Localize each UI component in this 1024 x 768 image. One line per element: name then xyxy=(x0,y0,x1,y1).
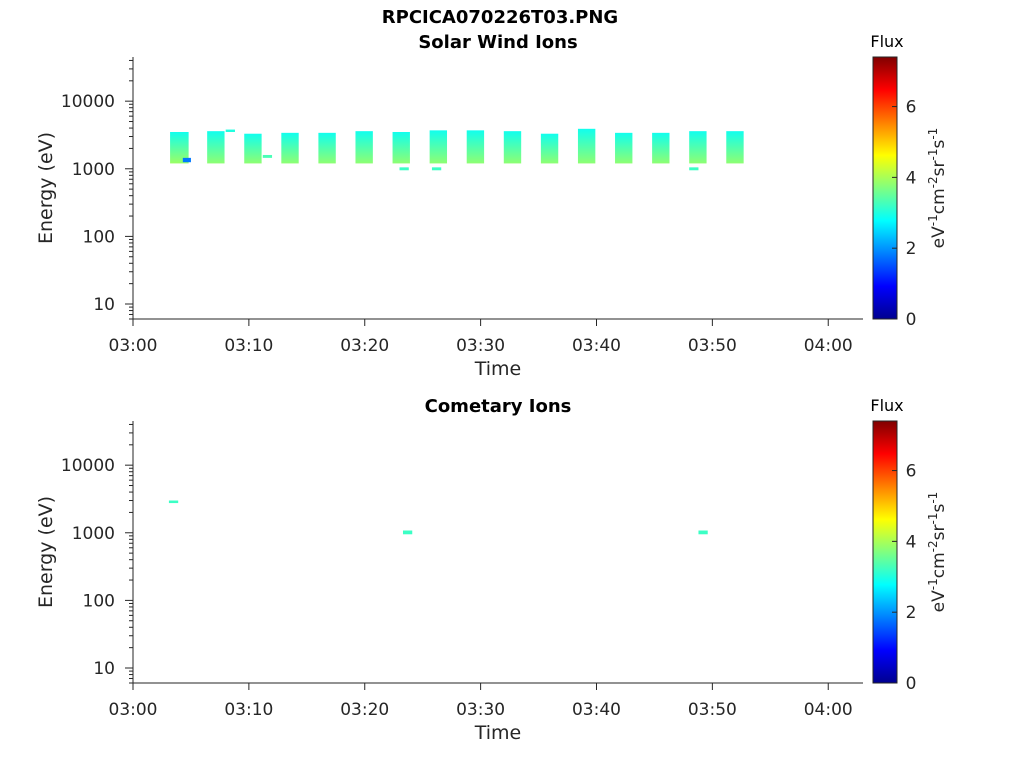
colorbar-tick-label: 6 xyxy=(906,462,917,482)
colorbar xyxy=(872,56,898,320)
x-tick-label: 03:10 xyxy=(224,700,273,720)
x-axis-label: Time xyxy=(474,358,522,380)
x-tick-label: 03:40 xyxy=(572,336,621,356)
x-tick-label: 03:30 xyxy=(456,336,505,356)
data-block xyxy=(615,132,633,164)
data-patch xyxy=(399,167,409,171)
y-tick-label: 10 xyxy=(93,659,115,679)
colorbar-tick-label: 0 xyxy=(906,310,917,330)
x-tick-label: 03:20 xyxy=(340,336,389,356)
x-tick-label: 04:00 xyxy=(804,700,853,720)
y-tick-label: 10000 xyxy=(61,456,115,476)
colorbar-title: Flux xyxy=(870,396,903,415)
panel-title: Cometary Ions xyxy=(425,396,572,417)
data-block xyxy=(652,132,670,164)
x-tick-label: 03:30 xyxy=(456,700,505,720)
colorbar xyxy=(872,420,898,684)
data-block xyxy=(540,133,559,164)
y-axis-label: Energy (eV) xyxy=(35,132,57,244)
data-patch xyxy=(168,500,179,504)
y-tick-label: 10 xyxy=(93,295,115,315)
y-tick-label: 100 xyxy=(83,591,115,611)
y-tick-label: 10000 xyxy=(61,92,115,112)
colorbar-tick-label: 2 xyxy=(906,603,917,623)
colorbar-units-label: eV-1cm-2sr-1s-1 xyxy=(926,128,949,249)
data-block xyxy=(170,131,189,164)
data-block xyxy=(429,130,448,164)
colorbar-tick-label: 2 xyxy=(906,239,917,259)
x-tick-label: 03:10 xyxy=(224,336,273,356)
x-tick-label: 03:40 xyxy=(572,700,621,720)
data-block xyxy=(577,128,596,164)
data-block xyxy=(318,132,336,164)
data-block xyxy=(244,133,262,164)
data-block xyxy=(392,131,410,164)
y-tick-label: 100 xyxy=(83,227,115,247)
cometary-panel: Cometary Ions 10 100 1000 10000 03:00 03:10 03:… xyxy=(35,396,949,744)
colorbar-tick-label: 4 xyxy=(906,532,917,552)
x-tick-label: 03:50 xyxy=(688,336,737,356)
colorbar-tick-label: 0 xyxy=(906,674,917,694)
x-tick-label: 03:00 xyxy=(109,700,158,720)
data-block xyxy=(726,131,744,164)
data-block xyxy=(503,131,522,164)
panel-title: Solar Wind Ions xyxy=(418,32,577,53)
data-patch xyxy=(431,167,442,171)
data-block xyxy=(466,130,485,164)
x-tick-label: 03:50 xyxy=(688,700,737,720)
y-tick-label: 1000 xyxy=(72,524,115,544)
data-patch xyxy=(225,129,235,132)
y-axis-label: Energy (eV) xyxy=(35,496,57,608)
colorbar-tick-label: 6 xyxy=(906,98,917,118)
x-tick-label: 04:00 xyxy=(804,336,853,356)
y-tick-label: 1000 xyxy=(72,160,115,180)
colorbar-tick-label: 4 xyxy=(906,168,917,188)
colorbar-title: Flux xyxy=(870,32,903,51)
x-axis-label: Time xyxy=(474,722,522,744)
data-patch xyxy=(182,157,191,163)
data-patch xyxy=(689,167,699,171)
data-block xyxy=(281,132,299,164)
x-tick-label: 03:00 xyxy=(109,336,158,356)
data-block xyxy=(355,131,373,164)
figure-title: RPCICA070226T03.PNG xyxy=(381,7,619,28)
x-tick-label: 03:20 xyxy=(340,700,389,720)
data-patch xyxy=(698,530,708,535)
colorbar-units-label: eV-1cm-2sr-1s-1 xyxy=(926,492,949,613)
data-patch xyxy=(402,530,413,535)
data-block xyxy=(207,131,225,164)
data-patch xyxy=(262,154,273,158)
solar-wind-panel: Solar Wind Ions 10 100 1000 10000 03:00 03:10 0… xyxy=(35,32,949,380)
data-block xyxy=(689,131,707,164)
